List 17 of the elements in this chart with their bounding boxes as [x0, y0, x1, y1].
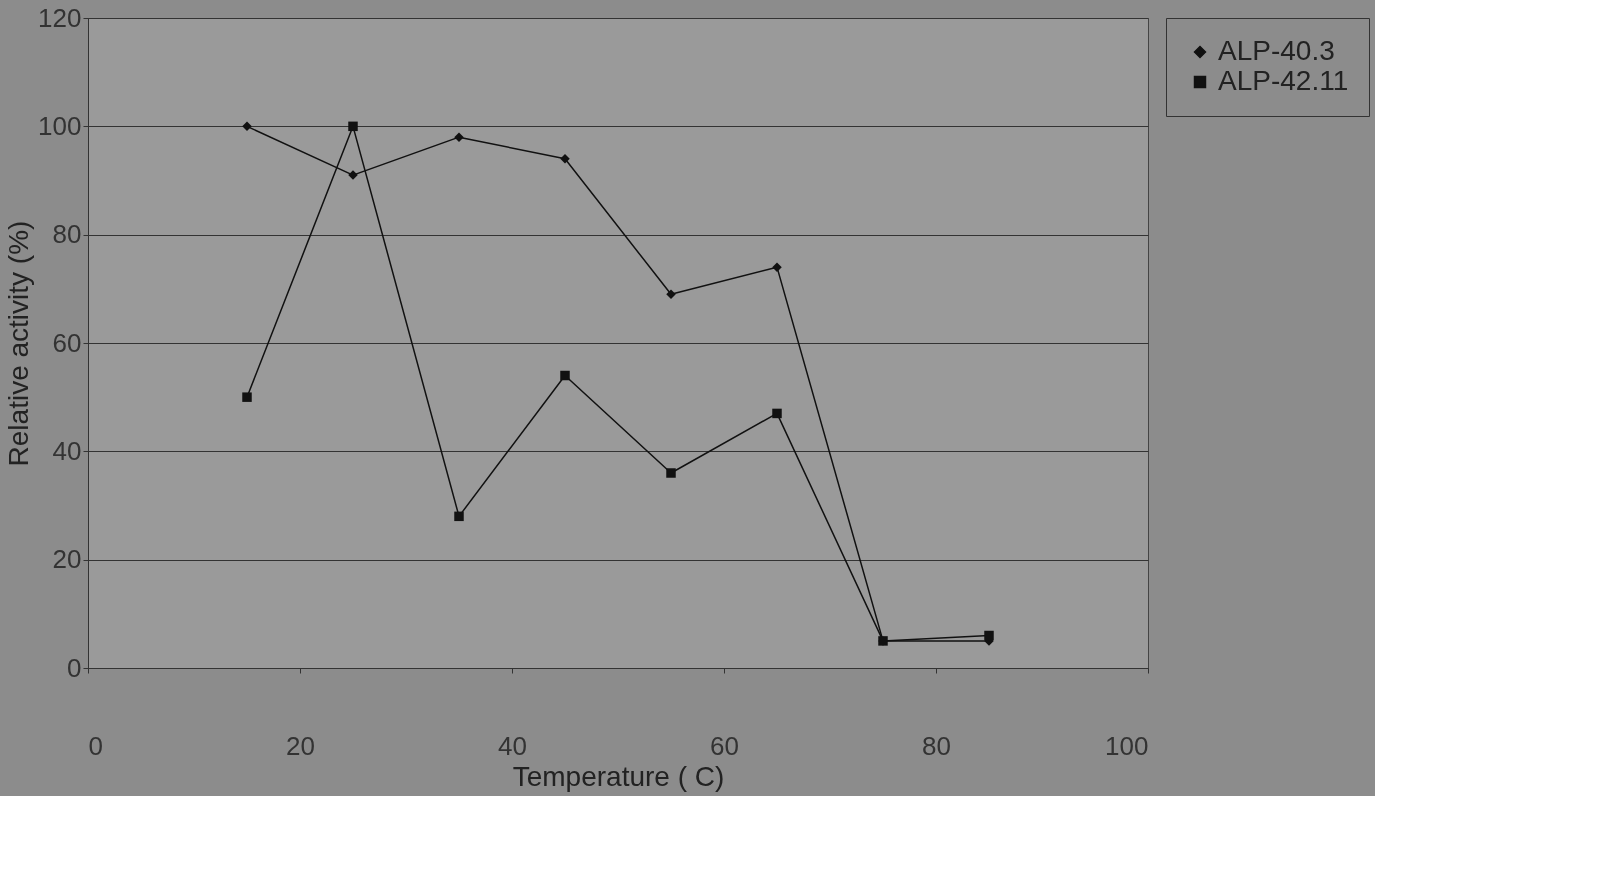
y-tick-label: 20 [52, 544, 82, 575]
x-tick-label: 40 [498, 730, 527, 761]
x-tick-label: 80 [922, 730, 951, 761]
x-tick-label: 100 [1105, 730, 1149, 761]
y-tick-label: 60 [52, 327, 82, 358]
y-tick-label: 40 [52, 435, 82, 466]
y-tick-label: 0 [67, 652, 82, 683]
y-axis-title: Relative activity (%) [3, 220, 35, 467]
legend-label: ALP-40.3 [1218, 35, 1335, 66]
y-tick-label: 120 [38, 2, 82, 33]
x-axis-title: Temperature ( C) [512, 760, 725, 792]
legend-label: ALP-42.11 [1218, 65, 1349, 96]
x-tick-label: 20 [286, 730, 315, 761]
x-tick-label: 60 [710, 730, 739, 761]
y-tick-label: 80 [52, 219, 82, 250]
x-tick-label: 0 [88, 730, 103, 761]
y-tick-label: 100 [38, 110, 82, 141]
